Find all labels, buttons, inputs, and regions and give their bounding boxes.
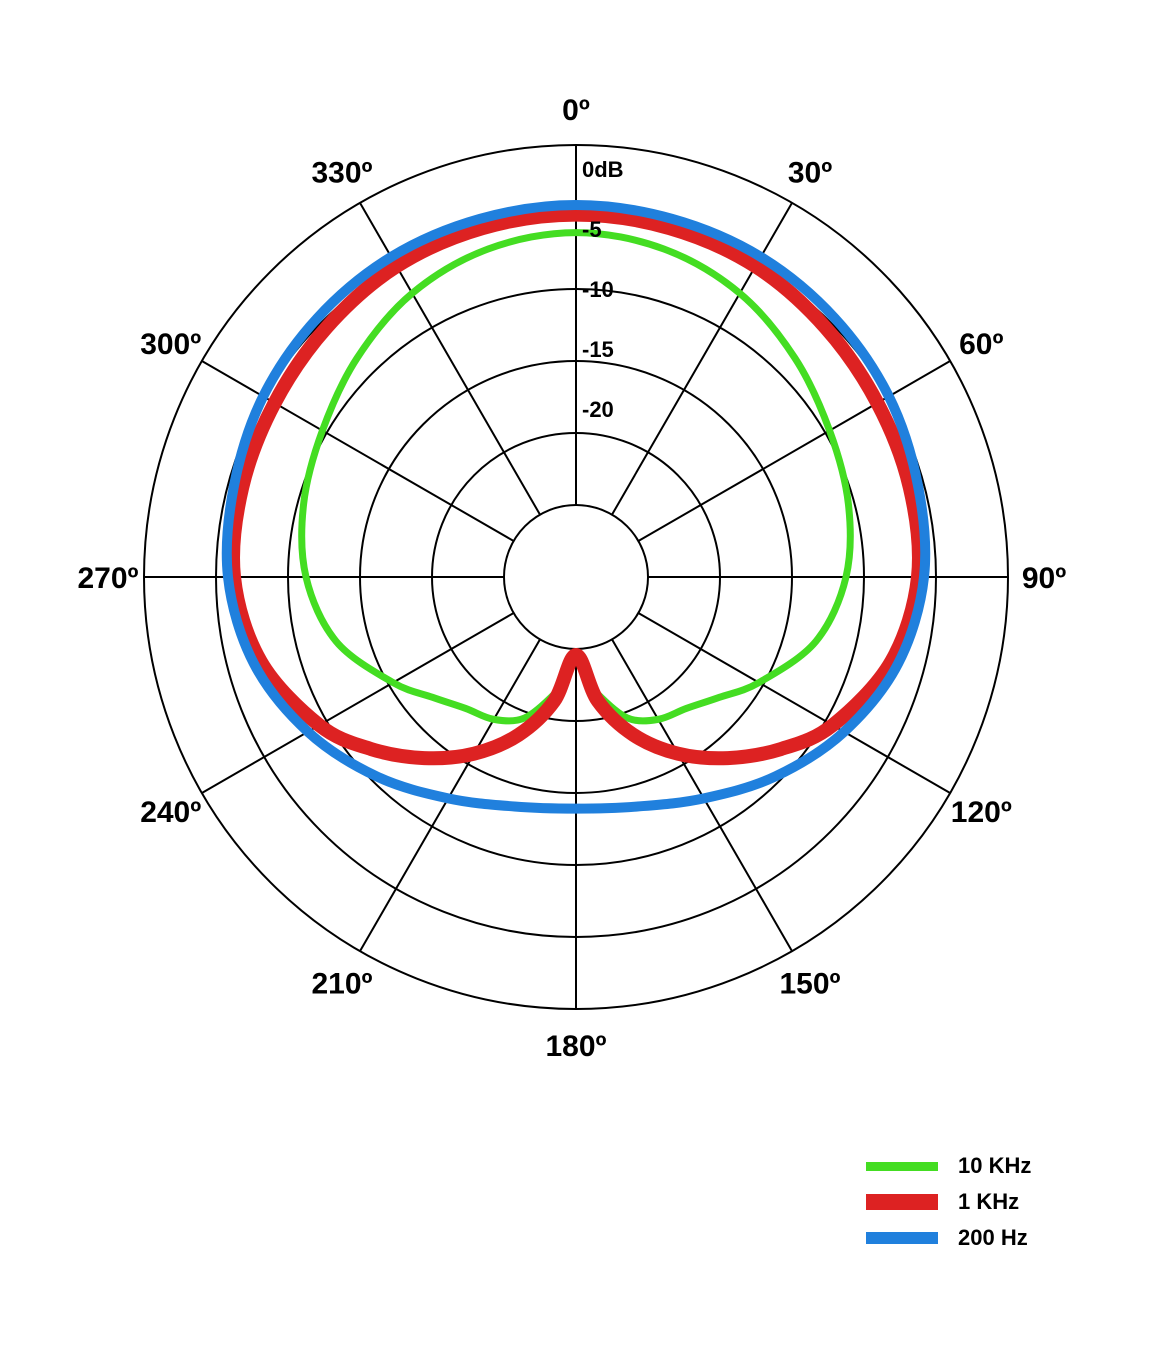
angle-tick-60: 60º (959, 328, 1003, 361)
legend-item: 200 Hz (866, 1220, 1031, 1256)
series-line-1 (226, 207, 926, 766)
angle-tick-270: 270º (77, 562, 138, 595)
legend-label: 200 Hz (958, 1225, 1028, 1250)
spoke-60 (637, 360, 951, 542)
grid-ring-0 (503, 504, 649, 650)
legend-label: 10 KHz (958, 1153, 1032, 1178)
polar-grid (143, 144, 1009, 1010)
db-tick-4: -20 (582, 397, 614, 422)
label-layer: 0º 30º 60º 90º 120º 150º 180º 210º 240º 270º 300º 3… (77, 94, 1066, 1063)
series-line-2 (221, 200, 931, 814)
legend: 10 KHz 1 KHz 200 Hz (866, 1148, 1031, 1256)
legend-item: 1 KHz (866, 1184, 1031, 1220)
angle-tick-0: 0º (562, 94, 590, 127)
angle-tick-90: 90º (1022, 562, 1066, 595)
series-layer (221, 200, 931, 814)
db-tick-1: -5 (582, 217, 602, 242)
spoke-300 (201, 360, 515, 542)
legend-label: 1 KHz (958, 1189, 1020, 1214)
angle-tick-30: 30º (788, 157, 832, 190)
legend-swatch (866, 1194, 938, 1210)
db-tick-2: -10 (582, 277, 614, 302)
angle-tick-330: 330º (311, 157, 372, 190)
legend-swatch (866, 1161, 938, 1171)
angle-tick-210: 210º (311, 967, 372, 1000)
angle-tick-300: 300º (140, 328, 201, 361)
legend-item: 10 KHz (866, 1148, 1031, 1184)
spoke-240 (201, 612, 515, 794)
angle-tick-120: 120º (951, 796, 1012, 829)
angle-tick-150: 150º (779, 967, 840, 1000)
angle-tick-240: 240º (140, 796, 201, 829)
db-tick-0: 0dB (582, 157, 624, 182)
db-tick-3: -15 (582, 337, 614, 362)
angle-tick-180: 180º (545, 1030, 606, 1063)
spoke-120 (637, 612, 951, 794)
legend-swatch (866, 1232, 938, 1244)
